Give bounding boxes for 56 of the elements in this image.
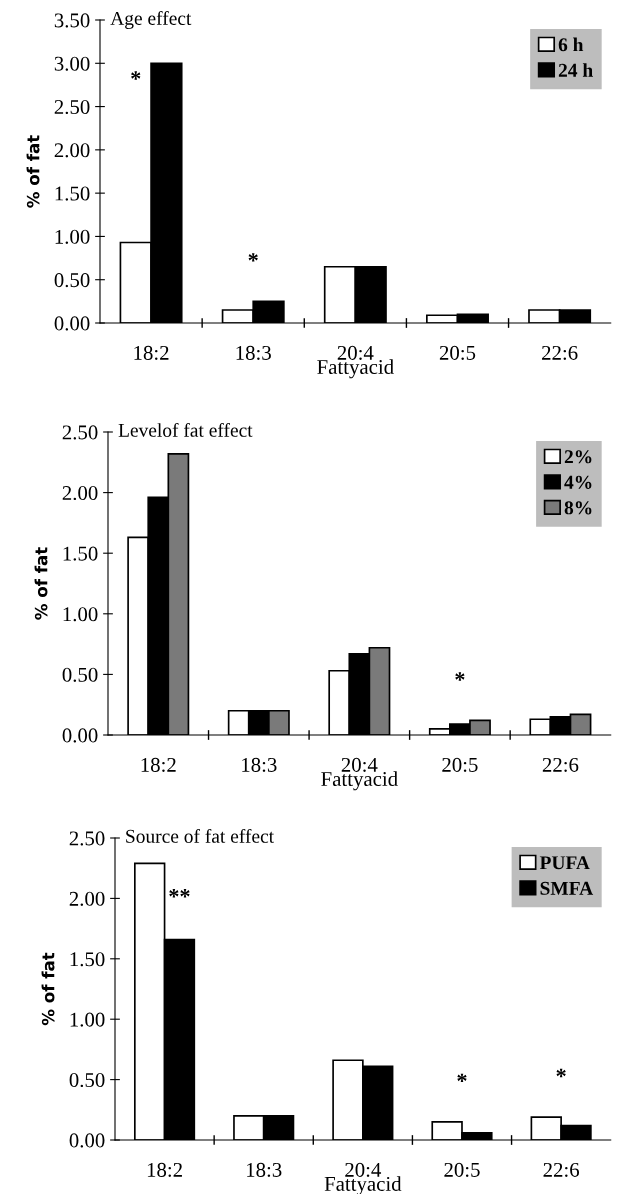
annotation: *	[248, 253, 258, 262]
y-tick-label: 0.50	[54, 273, 90, 288]
annotation: *	[455, 672, 465, 681]
annotation: *	[556, 1068, 566, 1078]
chart-title: Levelof fat effect	[118, 422, 253, 437]
x-tick-label: 20:4	[345, 1162, 382, 1177]
x-tick-label: 18:3	[236, 345, 271, 360]
y-tick-label: 0.50	[62, 667, 98, 682]
y-tick-label: 2.00	[54, 143, 90, 158]
x-tick-label: 20:5	[439, 345, 476, 360]
y-axis-title: % of fat	[41, 952, 55, 1026]
y-tick-label: 0.00	[69, 1133, 105, 1148]
y-tick-label: 1.50	[70, 952, 105, 967]
x-tick-label: 18:3	[242, 757, 277, 772]
y-axis-title: % of fat	[34, 547, 48, 620]
y-tick-label: 2.00	[62, 485, 98, 501]
legend-label: 24 h	[558, 63, 593, 77]
x-tick-label: 20:4	[341, 757, 378, 772]
x-tick-label: 18:3	[247, 1162, 282, 1177]
y-tick-label: 2.00	[69, 891, 105, 906]
y-tick-label: 3.50	[54, 13, 90, 28]
x-tick-label: 22:6	[543, 1162, 580, 1177]
y-tick-label: 1.00	[70, 1012, 105, 1027]
x-axis-title: Fattyacid	[317, 359, 394, 379]
x-tick-label: 20:5	[442, 757, 478, 772]
annotation: **	[169, 889, 190, 898]
y-tick-label: 1.50	[63, 546, 98, 561]
y-tick-label: 1.00	[55, 229, 90, 244]
legend-label: PUFA	[539, 856, 590, 870]
legend-label: 6 h	[558, 37, 584, 52]
x-tick-label: 22:6	[542, 757, 579, 772]
annotation: *	[131, 71, 141, 80]
y-axis-title: % of fat	[26, 135, 40, 208]
x-tick-label: 18:2	[141, 757, 176, 772]
x-axis-title: Fattyacid	[321, 771, 398, 791]
legend-label: 2%	[564, 450, 592, 464]
x-tick-label: 18:2	[147, 1162, 182, 1177]
x-tick-label: 20:4	[337, 345, 374, 360]
y-tick-label: 0.00	[54, 316, 90, 331]
x-tick-label: 20:5	[444, 1162, 480, 1177]
x-tick-label: 22:6	[542, 345, 578, 360]
chart-title: Age effect	[110, 11, 192, 29]
annotation: *	[457, 1073, 467, 1083]
y-tick-label: 2.50	[54, 99, 90, 115]
y-tick-label: 0.50	[69, 1072, 105, 1088]
y-tick-label: 3.00	[54, 56, 90, 71]
y-tick-label: 2.50	[69, 831, 105, 846]
chart-title: Source of fat effect	[126, 828, 274, 843]
x-tick-label: 18:2	[134, 345, 169, 360]
legend-label: 4%	[564, 475, 592, 489]
y-tick-label: 2.50	[62, 425, 98, 440]
y-tick-label: 0.00	[62, 728, 98, 743]
legend-label: SMFA	[540, 881, 594, 895]
y-tick-label: 1.00	[63, 607, 98, 622]
legend-label: 8%	[564, 501, 592, 515]
y-tick-label: 1.50	[55, 186, 90, 201]
